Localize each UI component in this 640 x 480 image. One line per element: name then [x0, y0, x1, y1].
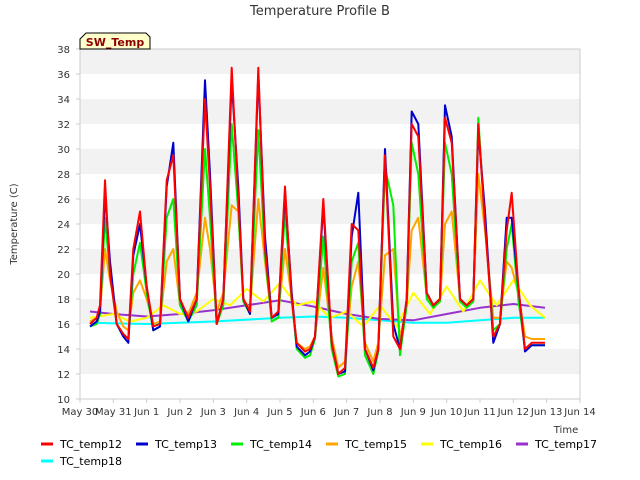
x-tick-label: Jun 1 [133, 407, 159, 418]
legend-item: TC_temp18 [41, 455, 122, 468]
x-tick-label: Jun 14 [563, 407, 596, 418]
y-tick-label: 18 [57, 295, 70, 306]
x-axis-title: Time [553, 425, 578, 436]
y-tick-label: 34 [57, 95, 70, 106]
y-tick-label: 22 [57, 245, 70, 256]
y-tick-label: 24 [57, 220, 70, 231]
grid-band [80, 49, 580, 74]
plot-background-bands [80, 49, 580, 399]
y-tick-label: 28 [57, 170, 70, 181]
y-tick-label: 32 [57, 120, 70, 131]
legend-label: TC_temp13 [154, 438, 217, 451]
series-line-tc-temp12 [89, 66, 545, 375]
y-tick-label: 36 [57, 70, 70, 81]
series-line-tc-temp16 [89, 279, 546, 328]
x-tick-label: Jun 9 [400, 407, 426, 418]
x-tick-label: Jun 7 [333, 407, 359, 418]
x-tick-label: May 30 [62, 407, 99, 418]
y-tick-label: 38 [57, 45, 70, 56]
series-line-tc-temp17 [89, 299, 546, 322]
badge-label: SW_Temp [86, 36, 145, 49]
legend-item: TC_temp16 [421, 438, 502, 451]
legend-label: TC_temp15 [344, 438, 407, 451]
x-tick-label: Jun 11 [463, 407, 496, 418]
grid-band [80, 74, 580, 99]
y-tick-label: 16 [57, 320, 70, 331]
y-tick-label: 12 [57, 370, 70, 381]
legend-item: TC_temp15 [326, 438, 407, 451]
y-tick-label: 20 [57, 270, 70, 281]
grid-band [80, 149, 580, 174]
x-tick-label: Jun 8 [366, 407, 392, 418]
chart-title: Temperature Profile B [249, 4, 390, 19]
x-tick-label: Jun 3 [200, 407, 226, 418]
x-tick-label: Jun 2 [166, 407, 192, 418]
legend-label: TC_temp16 [439, 438, 502, 451]
sw-temp-badge: SW_Temp [79, 32, 151, 50]
legend-item: TC_temp17 [516, 438, 597, 451]
x-tick-label: Jun 4 [233, 407, 259, 418]
legend-item: TC_temp13 [136, 438, 217, 451]
x-tick-label: Jun 5 [266, 407, 292, 418]
y-tick-label: 30 [57, 145, 70, 156]
x-tick-label: Jun 12 [497, 407, 530, 418]
grid-band [80, 374, 580, 399]
x-tick-label: Jun 6 [300, 407, 326, 418]
legend-label: TC_temp14 [249, 438, 312, 451]
x-tick-label: Jun 10 [430, 407, 463, 418]
legend-item: TC_temp14 [231, 438, 312, 451]
y-tick-label: 14 [57, 345, 70, 356]
x-tick-label: Jun 13 [530, 407, 563, 418]
x-tick-label: May 31 [95, 407, 132, 418]
badge-shape [79, 32, 151, 50]
legend: TC_temp12 TC_temp13 TC_temp14 TC_temp15 TC_t… [41, 438, 597, 468]
legend-label: TC_temp18 [59, 455, 122, 468]
grid-band [80, 99, 580, 124]
legend-label: TC_temp12 [59, 438, 122, 451]
series-lines [89, 66, 546, 378]
legend-label: TC_temp17 [534, 438, 597, 451]
y-axis-ticks: 10 12 14 16 18 20 22 24 26 28 30 32 34 36 38 [57, 45, 80, 406]
grid-band [80, 349, 580, 374]
legend-item: TC_temp12 [41, 438, 122, 451]
y-axis-title: Temperature (C) [9, 183, 20, 265]
y-tick-label: 10 [57, 395, 70, 406]
y-tick-label: 26 [57, 195, 70, 206]
grid-band [80, 174, 580, 199]
grid-band [80, 124, 580, 149]
grid-band [80, 199, 580, 224]
